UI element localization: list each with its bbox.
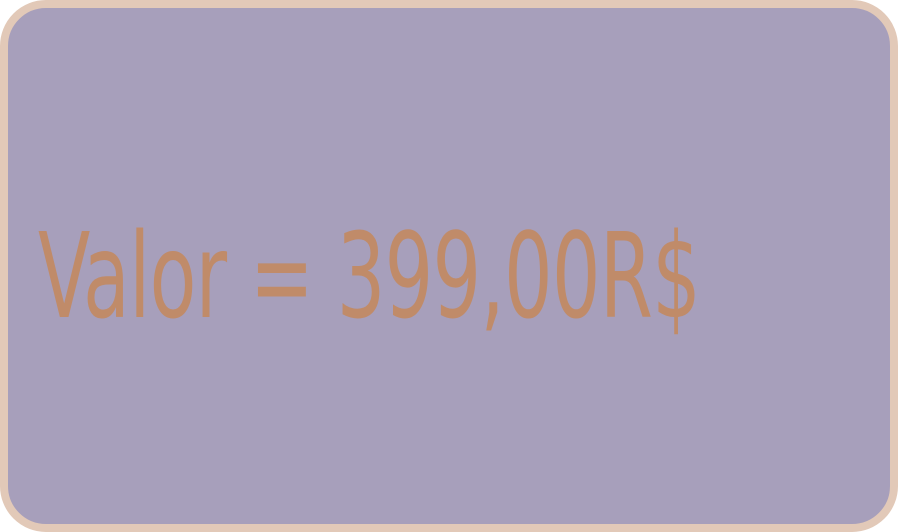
price-label: Valor = 399,00R$ xyxy=(38,207,701,345)
